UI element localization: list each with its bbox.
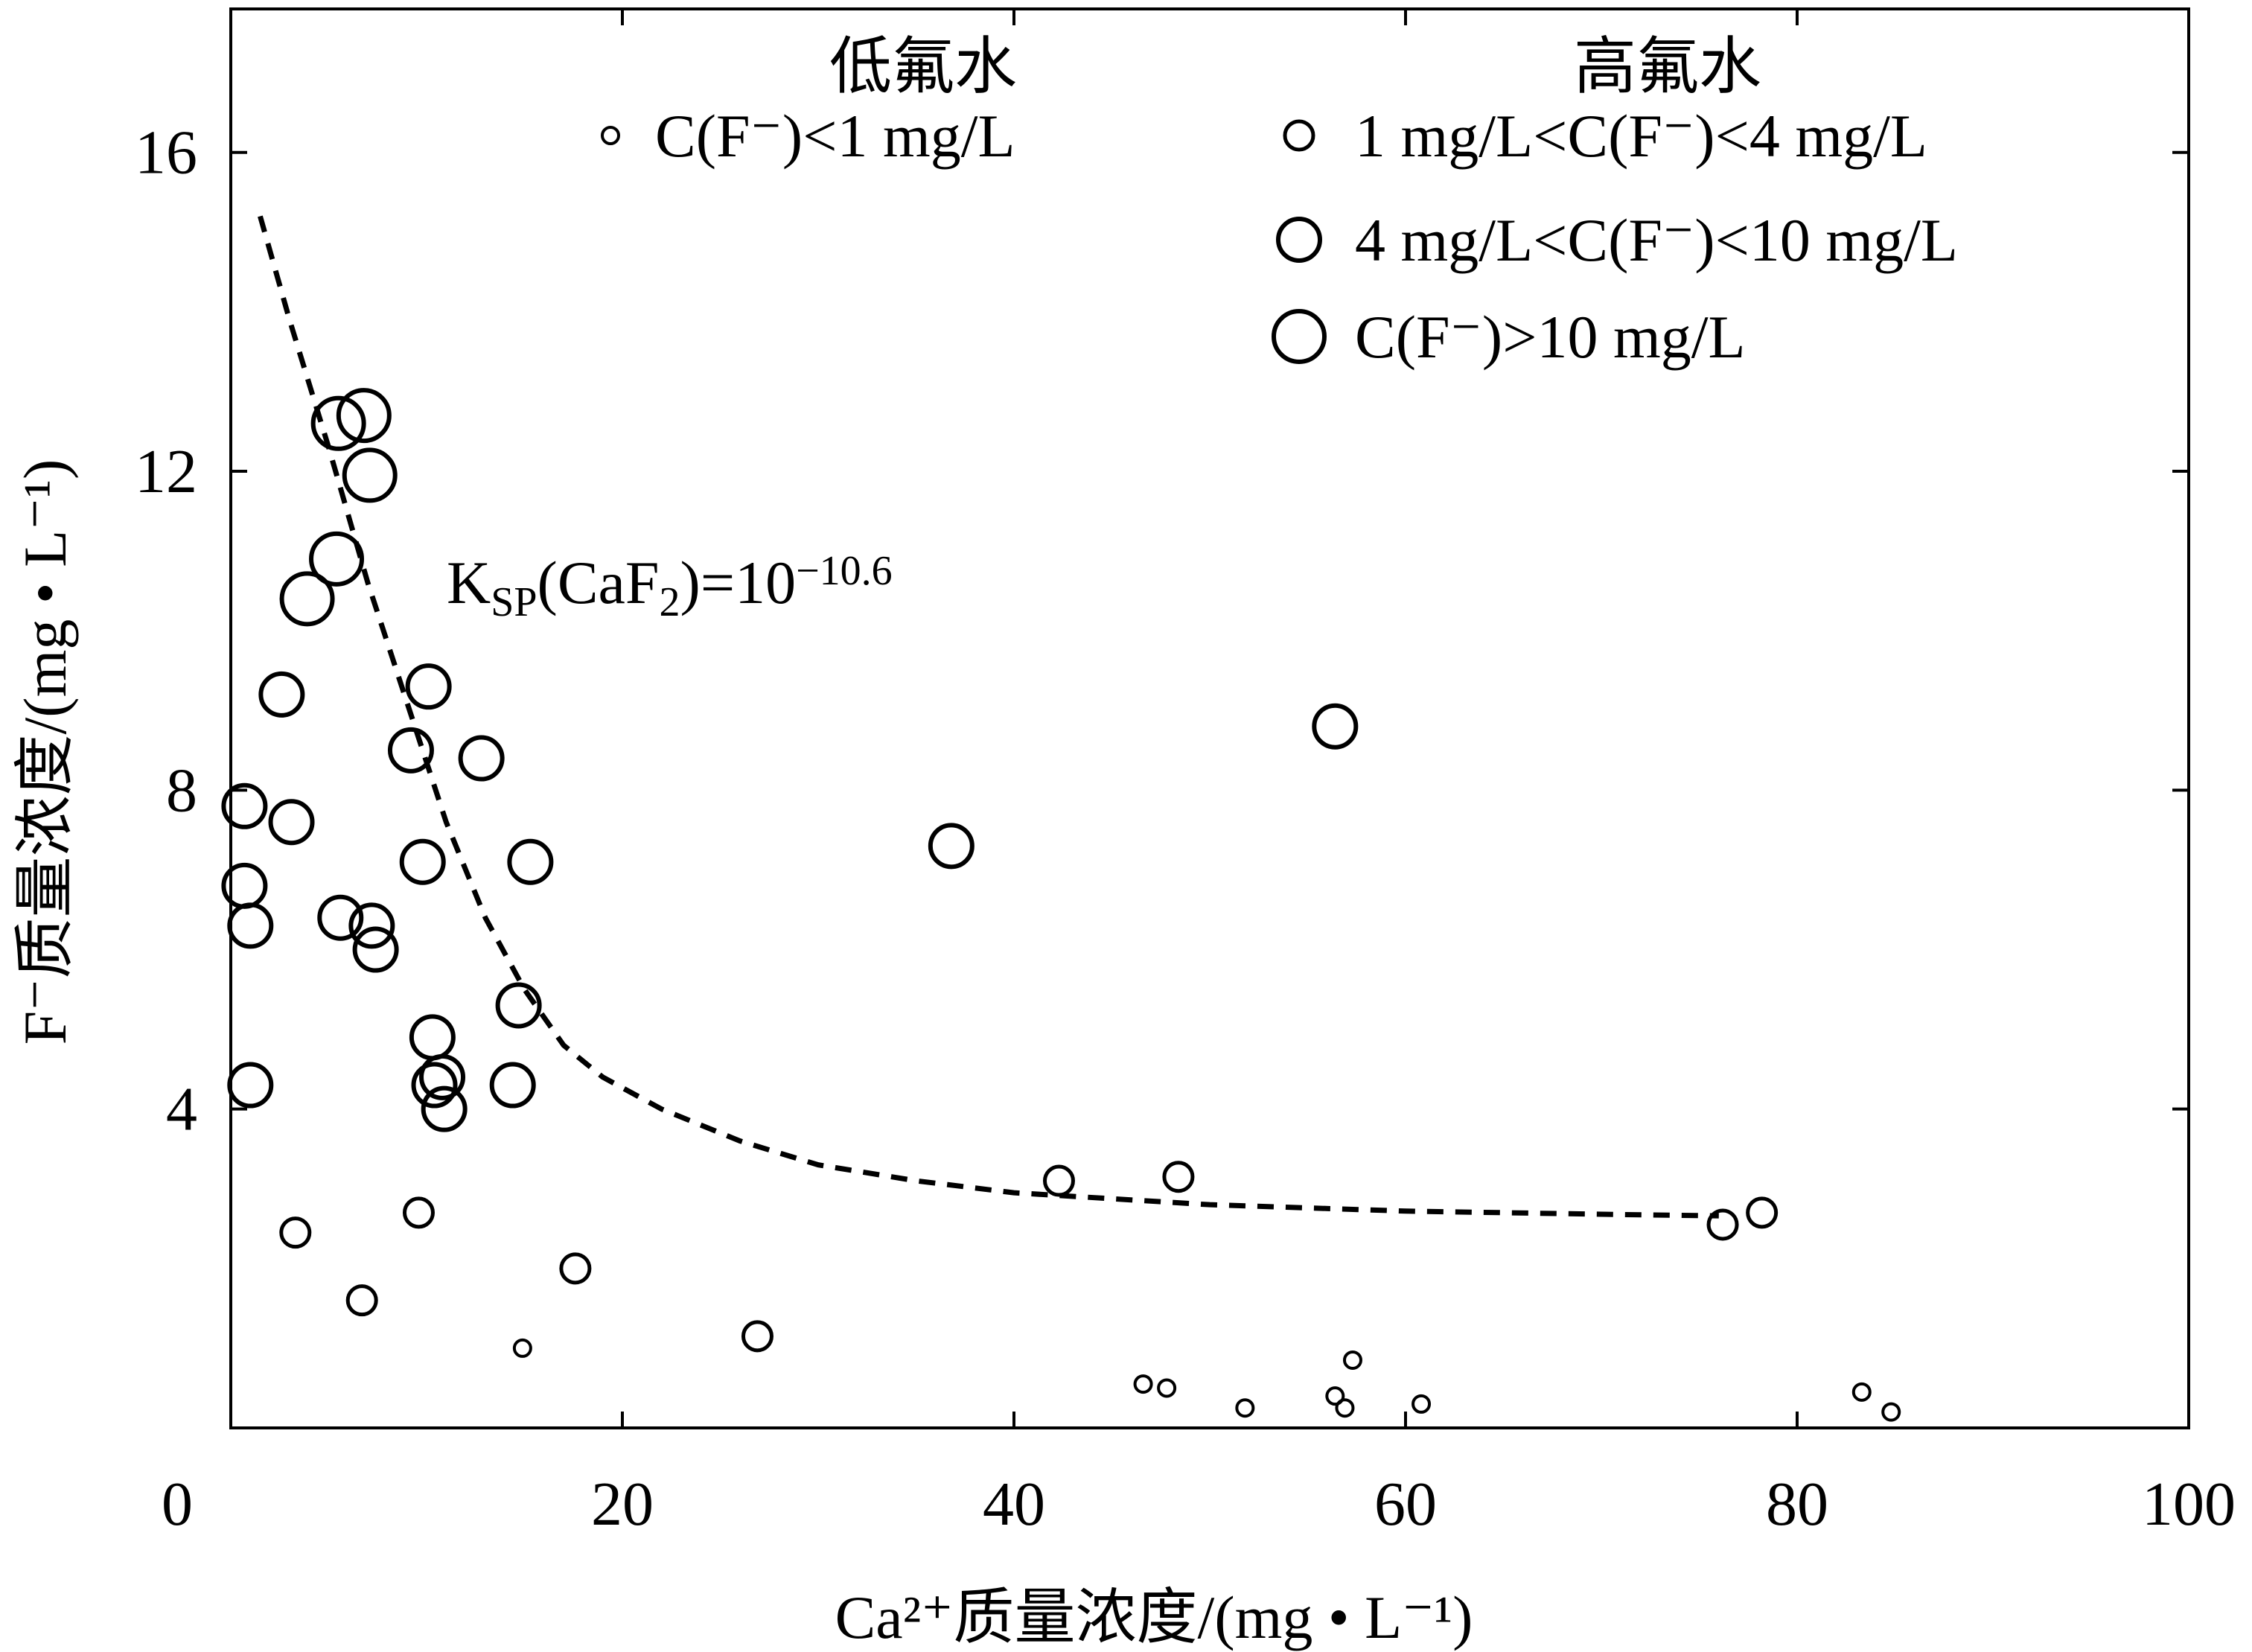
data-point-class-2 <box>507 838 554 885</box>
y-axis-label: F⁻质量浓度/(mg • L⁻¹) <box>11 459 79 1045</box>
data-point-class-2 <box>409 1014 456 1061</box>
data-point-class-0 <box>1881 1402 1901 1422</box>
y-tick-label: 8 <box>166 756 197 825</box>
x-tick-label: 0 <box>162 1470 193 1539</box>
ksp-curve <box>258 215 1719 1219</box>
ksp-annotation: KSP(CaF2)=10−10.6 <box>447 548 893 625</box>
data-point-class-1 <box>741 1320 773 1353</box>
legend-marker <box>601 126 620 145</box>
data-point-class-0 <box>1133 1374 1153 1394</box>
ksp-curve-layer <box>258 215 1719 1219</box>
data-point-class-2 <box>421 1085 468 1132</box>
data-point-class-3 <box>342 447 398 503</box>
data-point-class-0 <box>1235 1398 1255 1418</box>
legend-entry-label: C(F⁻)>10 mg/L <box>1355 303 1746 371</box>
x-axis-label: Ca²⁺质量浓度/(mg • L⁻¹) <box>835 1584 1473 1651</box>
data-point-class-2 <box>495 982 542 1029</box>
y-tick-label: 16 <box>135 118 197 188</box>
data-point-class-2 <box>348 902 395 949</box>
data-point-class-1 <box>402 1196 435 1229</box>
data-point-class-2 <box>1312 703 1359 750</box>
data-point-class-1 <box>1162 1161 1195 1193</box>
data-point-class-0 <box>512 1338 532 1358</box>
data-point-class-3 <box>310 395 366 451</box>
data-point-class-3 <box>279 571 335 627</box>
x-tick-label: 40 <box>983 1470 1045 1539</box>
data-point-class-0 <box>1325 1386 1345 1406</box>
y-tick-label: 4 <box>166 1075 197 1144</box>
data-point-class-0 <box>1851 1382 1872 1402</box>
data-point-class-0 <box>1157 1378 1177 1398</box>
axes: 0 20 40 60 80 100 4 8 12 16 <box>135 7 2236 1539</box>
data-point-class-2 <box>268 799 315 846</box>
data-point-class-2 <box>411 1062 458 1109</box>
data-point-class-1 <box>1042 1164 1075 1197</box>
data-point-class-2 <box>317 894 364 941</box>
data-point-class-1 <box>345 1284 378 1317</box>
points-layer <box>221 388 1901 1422</box>
legend-marker <box>1272 309 1327 364</box>
data-point-class-0 <box>1335 1398 1355 1418</box>
data-point-class-1 <box>559 1252 592 1285</box>
data-point-class-2 <box>419 1053 466 1100</box>
data-point-class-2 <box>258 671 305 718</box>
x-tick-label: 60 <box>1374 1470 1437 1539</box>
data-point-class-2 <box>489 1062 536 1109</box>
data-point-class-1 <box>1706 1208 1739 1241</box>
data-point-class-3 <box>309 531 365 587</box>
data-point-class-2 <box>227 902 274 949</box>
legend-entry-label: 4 mg/L<C(F⁻)<10 mg/L <box>1355 206 1958 274</box>
data-point-class-2 <box>387 727 434 774</box>
data-point-class-1 <box>279 1216 312 1249</box>
legend-marker <box>1283 119 1315 152</box>
data-point-class-2 <box>405 663 452 710</box>
x-tick-label: 20 <box>591 1470 654 1539</box>
data-point-class-2 <box>221 782 268 829</box>
plot-frame <box>229 7 2190 1429</box>
data-point-class-3 <box>336 388 392 444</box>
data-point-class-0 <box>1412 1394 1432 1414</box>
y-tick-label: 12 <box>135 437 197 506</box>
data-point-class-2 <box>928 823 975 870</box>
data-point-class-2 <box>399 838 446 885</box>
legend-entry-label: 1 mg/L<C(F⁻)<4 mg/L <box>1355 102 1927 170</box>
data-point-class-0 <box>1342 1350 1362 1370</box>
data-point-class-2 <box>352 926 399 973</box>
x-tick-label: 100 <box>2142 1470 2236 1539</box>
legend-marker <box>1276 217 1322 263</box>
data-point-class-1 <box>1746 1196 1779 1229</box>
data-point-class-2 <box>458 735 505 782</box>
legend-heading: 高氟水 <box>1574 33 1761 102</box>
legend-heading: 低氟水 <box>829 33 1017 102</box>
data-point-class-2 <box>227 1062 274 1109</box>
x-tick-label: 80 <box>1766 1470 1828 1539</box>
legend-entry-label: C(F⁻)<1 mg/L <box>655 102 1015 170</box>
